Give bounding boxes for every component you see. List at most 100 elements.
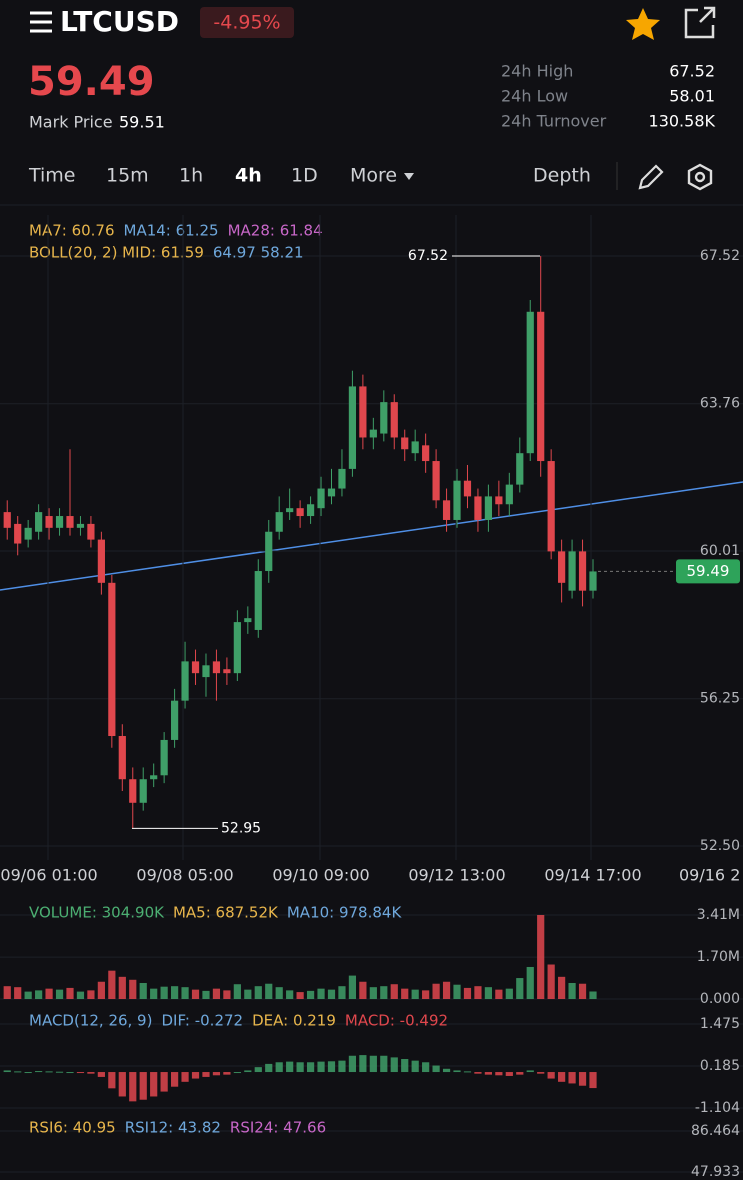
legend-item: DEA: 0.219 bbox=[252, 1012, 336, 1030]
macd-bar bbox=[558, 1072, 566, 1082]
x-tick-label: 09/14 17:00 bbox=[544, 866, 641, 885]
draw-icon[interactable] bbox=[638, 164, 664, 190]
candle-body bbox=[558, 551, 566, 583]
macd-bar bbox=[537, 1072, 545, 1074]
candle-body bbox=[463, 480, 472, 497]
high-label: 67.52 bbox=[408, 248, 448, 264]
volume-bar bbox=[526, 966, 534, 999]
macd-bar bbox=[516, 1072, 524, 1075]
volume-bar bbox=[275, 987, 283, 999]
tab[interactable]: 15m bbox=[106, 165, 149, 187]
macd-bar bbox=[160, 1072, 168, 1092]
macd-bar bbox=[286, 1061, 294, 1073]
settings-icon[interactable] bbox=[687, 163, 713, 191]
tab[interactable]: 1D bbox=[291, 165, 318, 187]
volume-bar bbox=[108, 970, 116, 999]
legend-item: MA14: 61.25 bbox=[124, 222, 219, 240]
last-price-tag bbox=[676, 559, 740, 584]
macd-bar bbox=[191, 1072, 200, 1079]
volume-bar bbox=[139, 982, 147, 999]
macd-bar bbox=[380, 1055, 388, 1073]
volume-bar bbox=[558, 976, 566, 999]
candle-body bbox=[55, 516, 64, 528]
macd-bar bbox=[118, 1072, 126, 1097]
macd-bar bbox=[171, 1072, 179, 1087]
candle-body bbox=[202, 665, 210, 678]
candle-body bbox=[129, 779, 137, 803]
macd-bar bbox=[432, 1065, 440, 1073]
macd-bar bbox=[589, 1072, 597, 1089]
volume-bar bbox=[233, 984, 241, 999]
candle-body bbox=[306, 504, 315, 517]
macd-bar bbox=[202, 1072, 210, 1077]
macd-bar bbox=[348, 1055, 357, 1073]
y-tick-label: 56.25 bbox=[700, 691, 740, 707]
y-tick-label: 0.185 bbox=[700, 1058, 740, 1074]
share-icon[interactable] bbox=[684, 6, 716, 39]
macd-bar bbox=[254, 1067, 262, 1073]
volume-bar bbox=[191, 989, 200, 999]
volume-bar bbox=[516, 978, 524, 999]
volume-bar bbox=[286, 990, 294, 999]
tab[interactable]: Time bbox=[28, 165, 76, 187]
candle-body bbox=[317, 488, 325, 509]
candle-body bbox=[212, 661, 221, 674]
candle-body bbox=[45, 516, 53, 528]
symbol[interactable]: LTCUSD bbox=[60, 5, 179, 38]
volume-bar bbox=[348, 975, 357, 999]
macd-bar bbox=[495, 1072, 503, 1076]
macd-bar bbox=[390, 1057, 398, 1073]
volume-bar bbox=[306, 990, 315, 999]
price: 59.49 bbox=[28, 59, 155, 105]
stat-label: 24h High bbox=[501, 62, 573, 81]
mark-price: 59.51 bbox=[119, 113, 165, 132]
candle-body bbox=[160, 739, 168, 776]
candle-body bbox=[516, 453, 524, 485]
change: -4.95% bbox=[213, 12, 280, 34]
tab[interactable]: Depth bbox=[533, 165, 591, 187]
volume-bar bbox=[495, 989, 503, 999]
candle-body bbox=[578, 551, 587, 591]
volume-bar bbox=[401, 988, 409, 999]
macd-bar bbox=[244, 1070, 252, 1073]
legend-item: DIF: -0.272 bbox=[161, 1012, 243, 1030]
stat-value: 58.01 bbox=[669, 87, 715, 106]
macd-bar bbox=[463, 1071, 472, 1073]
volume-bar bbox=[45, 988, 53, 999]
y-tick-label: 86.464 bbox=[691, 1123, 740, 1139]
volume-bar bbox=[296, 992, 304, 999]
candle-body bbox=[442, 500, 451, 520]
candle-body bbox=[589, 571, 597, 591]
candle-body bbox=[484, 496, 492, 520]
tab[interactable]: 4h bbox=[235, 165, 262, 187]
legend-item: MACD(12, 26, 9) bbox=[29, 1012, 152, 1030]
volume-bar bbox=[422, 990, 430, 999]
candle-body bbox=[422, 445, 430, 462]
legend-item: RSI6: 40.95 bbox=[29, 1119, 116, 1137]
tab[interactable]: More bbox=[350, 165, 397, 187]
macd-bar bbox=[317, 1061, 325, 1073]
candle-body bbox=[35, 512, 43, 532]
candle-body bbox=[432, 461, 440, 501]
candle-body bbox=[453, 480, 461, 520]
menu-icon[interactable] bbox=[30, 11, 52, 33]
favorite-icon[interactable] bbox=[626, 8, 660, 40]
x-tick-label: 09/12 13:00 bbox=[408, 866, 505, 885]
macd-bar bbox=[547, 1072, 555, 1079]
legend-item: MA28: 61.84 bbox=[228, 222, 323, 240]
volume-bar bbox=[578, 983, 587, 999]
x-tick-label: 09/08 05:00 bbox=[136, 866, 233, 885]
volume-bar bbox=[87, 990, 95, 999]
volume-bar bbox=[537, 915, 545, 999]
more-arrow[interactable] bbox=[404, 173, 414, 180]
y-tick-label: 52.50 bbox=[700, 838, 740, 854]
macd-bar bbox=[35, 1071, 43, 1073]
tab[interactable]: 1h bbox=[179, 165, 203, 187]
volume-bar bbox=[3, 986, 11, 999]
candle-body bbox=[327, 488, 336, 497]
macd-bar bbox=[296, 1062, 304, 1073]
macd-bar bbox=[505, 1072, 513, 1076]
candle-body bbox=[547, 461, 555, 552]
mark-label: Mark Price bbox=[29, 113, 113, 132]
low-label: 52.95 bbox=[221, 820, 261, 836]
